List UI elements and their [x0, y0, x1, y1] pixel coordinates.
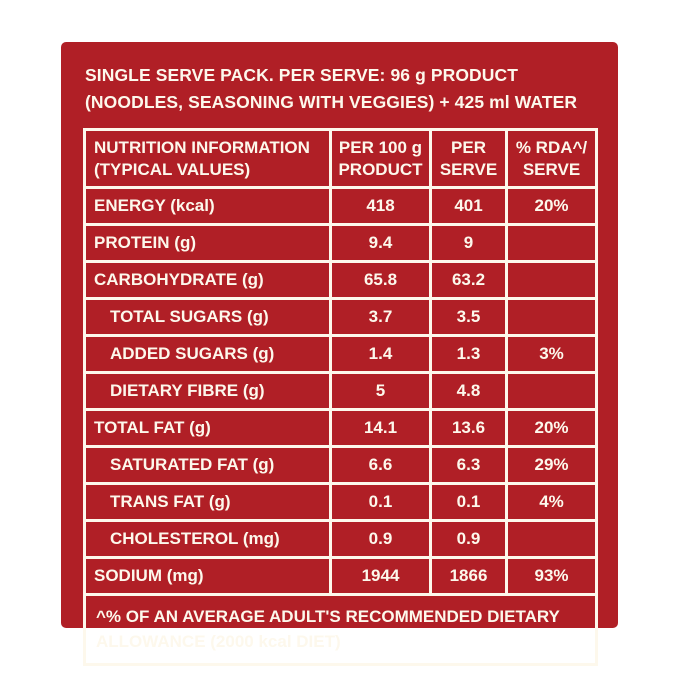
nutrition-table: NUTRITION INFORMATION (TYPICAL VALUES) P…	[83, 128, 598, 666]
per-100g-value: 9.4	[329, 222, 432, 263]
footnote-row: ^% OF AN AVERAGE ADULT'S RECOMMENDED DIE…	[83, 592, 598, 666]
header-nutrition-information: NUTRITION INFORMATION (TYPICAL VALUES)	[83, 128, 332, 189]
per-100g-value: 65.8	[329, 259, 432, 300]
per-100g-value: 6.6	[329, 444, 432, 485]
table-row: SODIUM (mg) 1944 1866 93%	[83, 555, 598, 596]
per-serve-value: 9	[429, 222, 508, 263]
rda-value: 20%	[505, 185, 598, 226]
rda-value: 29%	[505, 444, 598, 485]
rda-value: 3%	[505, 333, 598, 374]
nutrient-name: CARBOHYDRATE (g)	[83, 259, 332, 300]
header-per-100g: PER 100 g PRODUCT	[329, 128, 432, 189]
nutrient-name: TOTAL SUGARS (g)	[83, 296, 332, 337]
rda-value: 93%	[505, 555, 598, 596]
table-row: DIETARY FIBRE (g) 5 4.8	[83, 370, 598, 411]
per-100g-value: 1.4	[329, 333, 432, 374]
rda-value: 20%	[505, 407, 598, 448]
per-100g-value: 3.7	[329, 296, 432, 337]
table-row: ADDED SUGARS (g) 1.4 1.3 3%	[83, 333, 598, 374]
rda-value: 4%	[505, 481, 598, 522]
table-row: TRANS FAT (g) 0.1 0.1 4%	[83, 481, 598, 522]
table-row: CARBOHYDRATE (g) 65.8 63.2	[83, 259, 598, 300]
rda-value	[505, 296, 598, 337]
table-row: ENERGY (kcal) 418 401 20%	[83, 185, 598, 226]
rda-value	[505, 518, 598, 559]
rda-value	[505, 259, 598, 300]
nutrient-name: ENERGY (kcal)	[83, 185, 332, 226]
nutrient-name: SATURATED FAT (g)	[83, 444, 332, 485]
per-100g-value: 1944	[329, 555, 432, 596]
per-100g-value: 14.1	[329, 407, 432, 448]
rda-value	[505, 222, 598, 263]
per-serve-value: 6.3	[429, 444, 508, 485]
nutrition-table-body: ENERGY (kcal) 418 401 20% PROTEIN (g) 9.4 9 CAR…	[83, 185, 598, 596]
nutrient-name: CHOLESTEROL (mg)	[83, 518, 332, 559]
nutrient-name: TRANS FAT (g)	[83, 481, 332, 522]
per-100g-value: 418	[329, 185, 432, 226]
table-row: TOTAL SUGARS (g) 3.7 3.5	[83, 296, 598, 337]
per-100g-value: 5	[329, 370, 432, 411]
header-per-serve: PER SERVE	[429, 128, 508, 189]
per-serve-value: 0.1	[429, 481, 508, 522]
nutrition-label-panel: SINGLE SERVE PACK. PER SERVE: 96 g PRODU…	[61, 42, 618, 666]
table-header-row: NUTRITION INFORMATION (TYPICAL VALUES) P…	[83, 128, 598, 189]
header-rda-per-serve: % RDA^/ SERVE	[505, 128, 598, 189]
per-serve-value: 4.8	[429, 370, 508, 411]
rda-footnote: ^% OF AN AVERAGE ADULT'S RECOMMENDED DIE…	[83, 592, 598, 666]
nutrient-name: SODIUM (mg)	[83, 555, 332, 596]
serving-info-header: SINGLE SERVE PACK. PER SERVE: 96 g PRODU…	[85, 65, 578, 113]
per-serve-value: 1866	[429, 555, 508, 596]
nutrient-name: ADDED SUGARS (g)	[83, 333, 332, 374]
per-serve-value: 63.2	[429, 259, 508, 300]
per-serve-value: 13.6	[429, 407, 508, 448]
nutrient-name: DIETARY FIBRE (g)	[83, 370, 332, 411]
per-serve-value: 3.5	[429, 296, 508, 337]
nutrient-name: TOTAL FAT (g)	[83, 407, 332, 448]
per-serve-value: 401	[429, 185, 508, 226]
nutrient-name: PROTEIN (g)	[83, 222, 332, 263]
per-100g-value: 0.1	[329, 481, 432, 522]
table-row: PROTEIN (g) 9.4 9	[83, 222, 598, 263]
rda-value	[505, 370, 598, 411]
table-row: CHOLESTEROL (mg) 0.9 0.9	[83, 518, 598, 559]
table-row: SATURATED FAT (g) 6.6 6.3 29%	[83, 444, 598, 485]
table-row: TOTAL FAT (g) 14.1 13.6 20%	[83, 407, 598, 448]
per-serve-value: 0.9	[429, 518, 508, 559]
per-serve-value: 1.3	[429, 333, 508, 374]
per-100g-value: 0.9	[329, 518, 432, 559]
